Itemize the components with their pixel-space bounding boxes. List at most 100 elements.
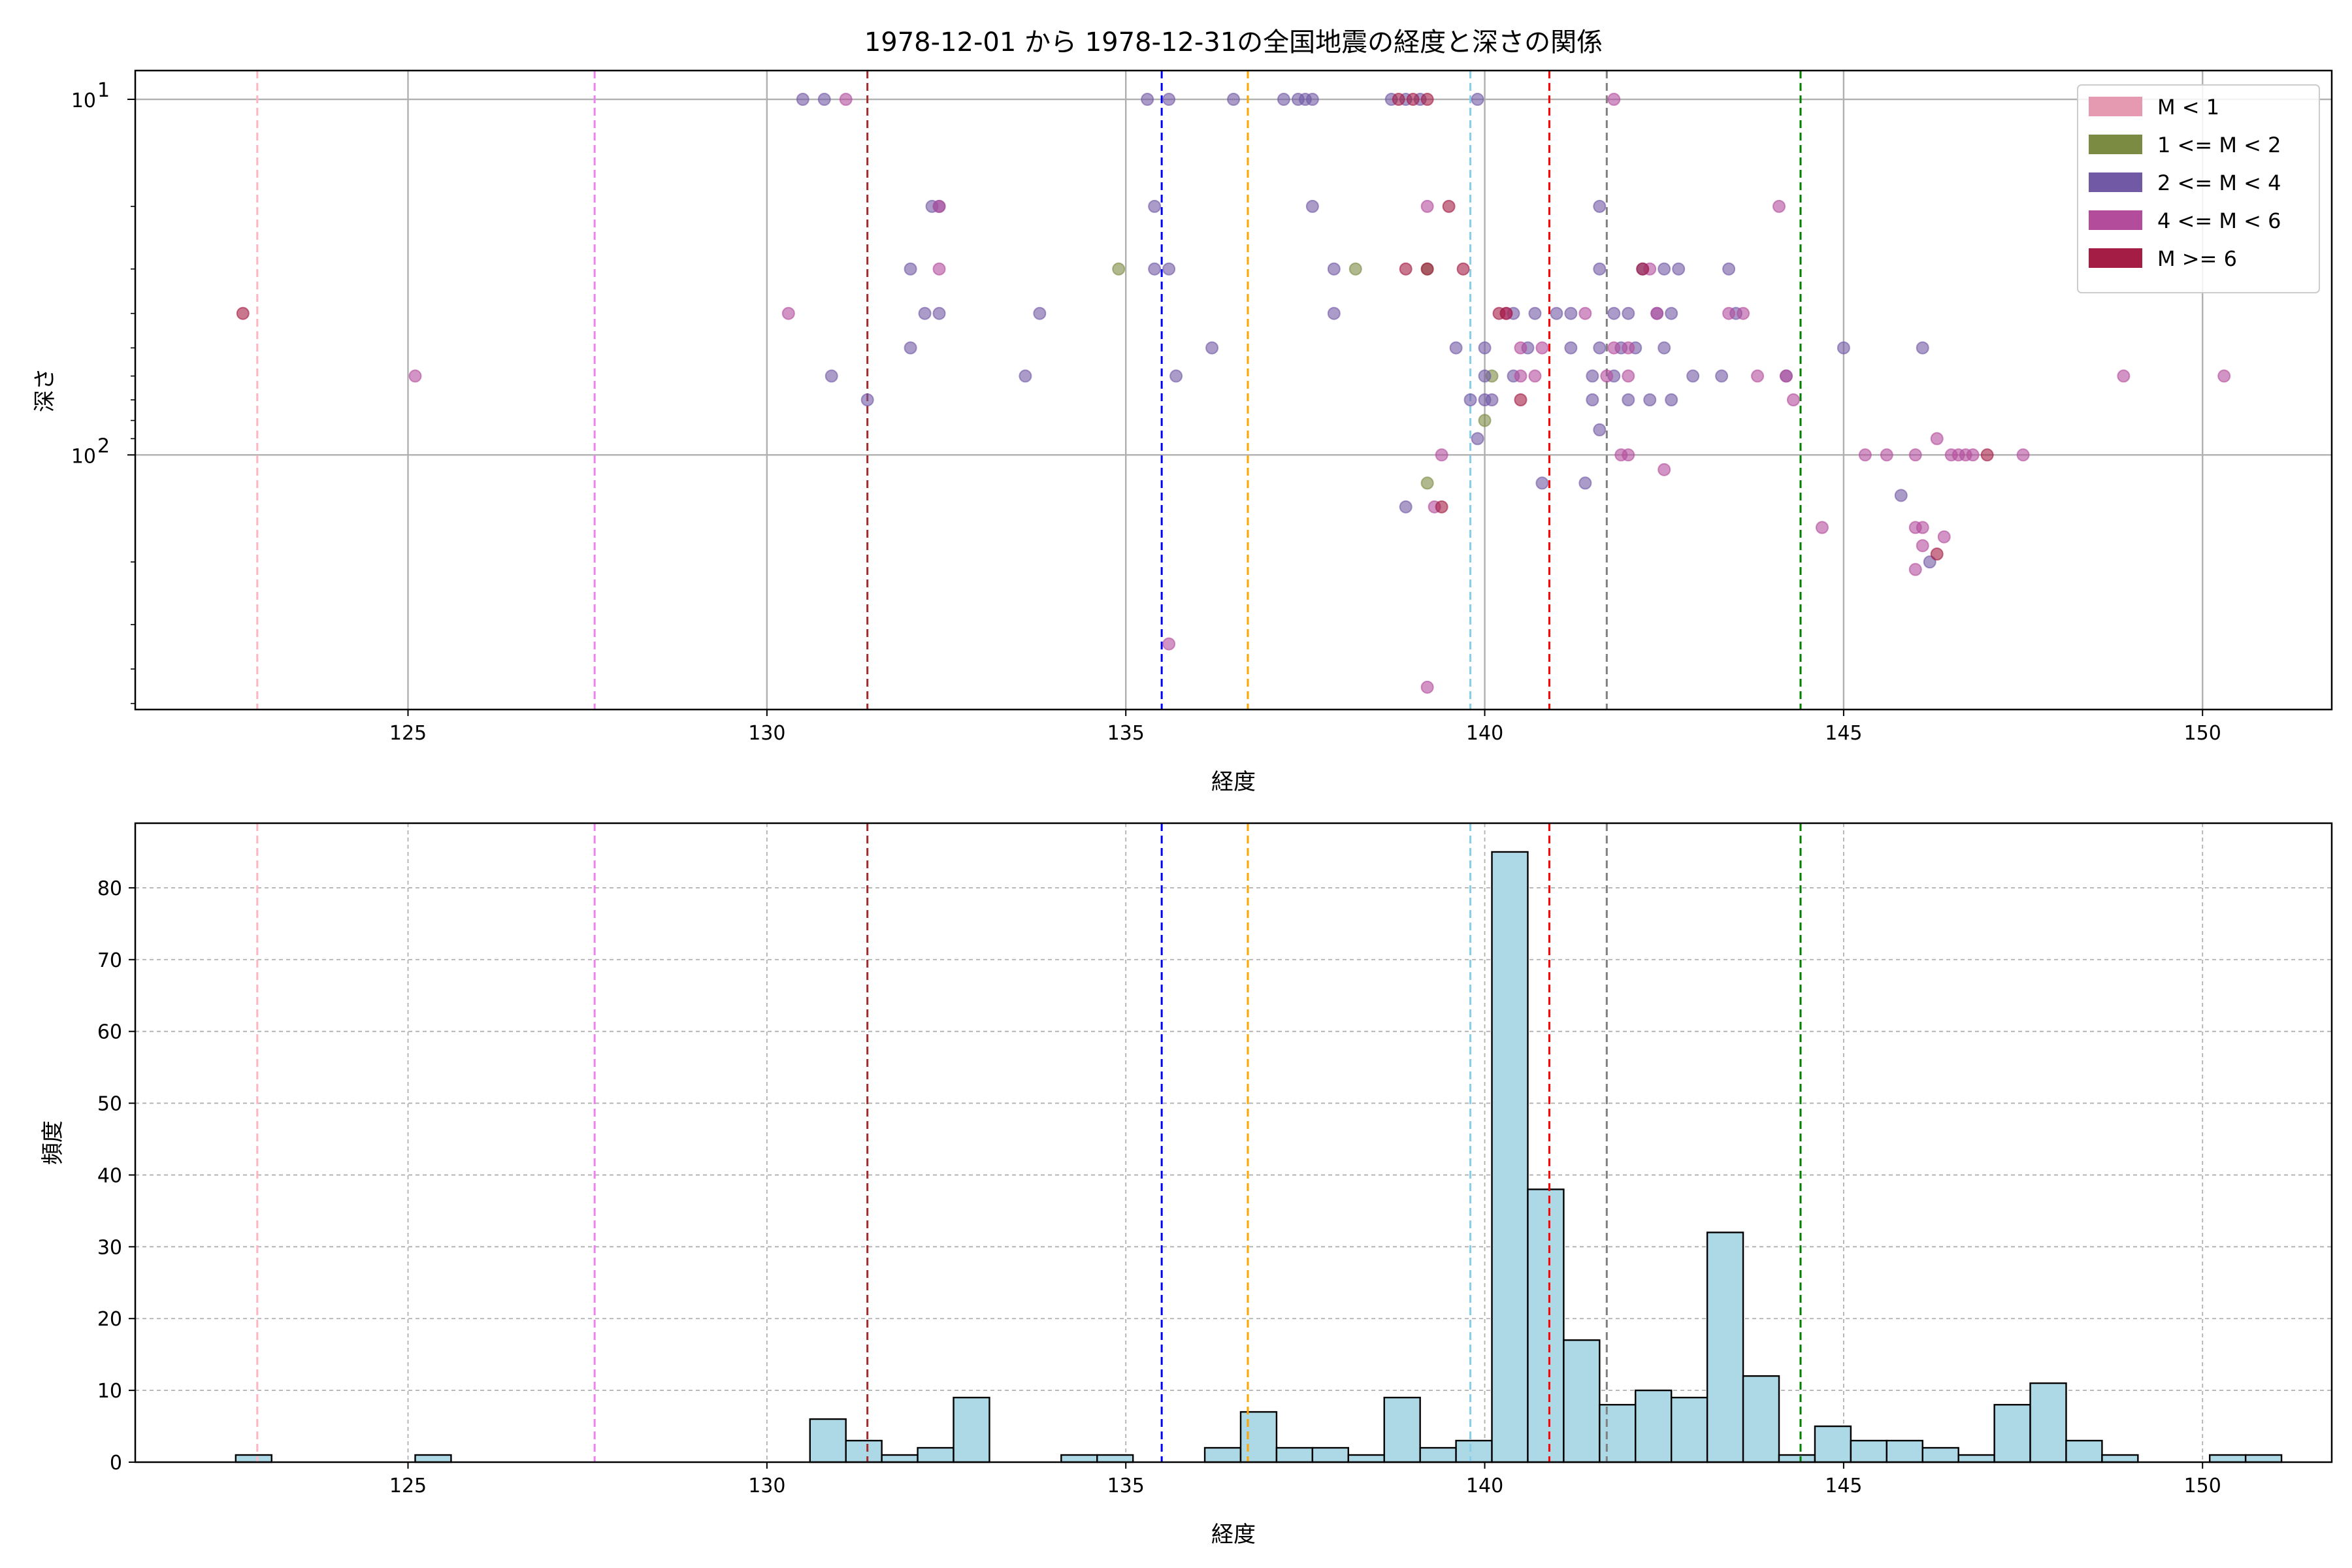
scatter-point [1636, 262, 1650, 276]
histogram-y-tick-label: 80 [97, 877, 122, 900]
legend-label: 1 <= M < 2 [2157, 133, 2281, 157]
scatter-point [1442, 199, 1456, 213]
scatter-y-tick-label: 10 [71, 445, 96, 468]
histogram-bar [2101, 1454, 2139, 1463]
scatter-point [1593, 423, 1607, 436]
scatter-point [1658, 341, 1671, 355]
scatter-frame [134, 69, 2333, 711]
scatter-point [1980, 448, 1994, 462]
scatter-point [1528, 369, 1542, 383]
scatter-point [1499, 306, 1513, 320]
histogram-bar [1311, 1446, 1349, 1463]
scatter-panel: 1978-12-01 から 1978-12-31の全国地震の経度と深さの関係 1… [32, 27, 2333, 795]
scatter-point [1148, 199, 1162, 213]
scatter-point [904, 262, 917, 276]
histogram-bar [1635, 1389, 1673, 1463]
scatter-y-tick-exponent: 1 [97, 79, 110, 102]
histogram-bar [1347, 1454, 1385, 1463]
histogram-y-tick-label: 30 [97, 1236, 122, 1259]
histogram-bar [1742, 1375, 1780, 1463]
histogram-x-tick-label: 145 [1825, 1475, 1862, 1497]
legend-swatch [2089, 210, 2142, 230]
histogram-y-tick-label: 20 [97, 1308, 122, 1331]
scatter-point [408, 369, 422, 383]
scatter-point [1737, 306, 1750, 320]
scatter-point [1894, 489, 1908, 502]
histogram-bar [1706, 1232, 1744, 1463]
scatter-point [1586, 369, 1599, 383]
scatter-point [1908, 448, 1922, 462]
scatter-point [860, 393, 874, 406]
scatter-point [932, 306, 946, 320]
scatter-point [1722, 306, 1736, 320]
scatter-point [1463, 393, 1477, 406]
histogram-bar [881, 1454, 919, 1463]
scatter-point [1456, 262, 1470, 276]
scatter-point [1471, 432, 1484, 446]
legend-swatch [2089, 97, 2142, 116]
scatter-point [1112, 262, 1126, 276]
legend-swatch [2089, 248, 2142, 268]
scatter-point [1607, 306, 1621, 320]
scatter-point [1665, 393, 1678, 406]
scatter-point [1162, 262, 1176, 276]
scatter-point [1930, 547, 1944, 561]
histogram-y-tick-label: 50 [97, 1093, 122, 1116]
scatter-point [918, 306, 932, 320]
legend-swatch [2089, 172, 2142, 192]
histogram-bar [1850, 1439, 1888, 1463]
scatter-point [1535, 476, 1549, 490]
scatter-point [1772, 199, 1786, 213]
scatter-point [1622, 448, 1635, 462]
scatter-point [1916, 539, 1929, 553]
histogram-y-tick-label: 40 [97, 1164, 122, 1187]
scatter-point [1715, 369, 1729, 383]
scatter-point [932, 199, 946, 213]
scatter-point [1665, 306, 1678, 320]
scatter-point [1578, 476, 1592, 490]
histogram-y-tick-label: 70 [97, 949, 122, 972]
scatter-point [1672, 262, 1686, 276]
histogram-y-tick-label: 0 [110, 1452, 122, 1475]
histogram-bar [414, 1454, 452, 1463]
scatter-x-tick-label: 125 [389, 722, 427, 745]
histogram-bars [235, 851, 2283, 1463]
histogram-bar [1886, 1439, 1923, 1463]
scatter-point [1815, 521, 1829, 534]
scatter-x-tick-label: 140 [1466, 722, 1503, 745]
scatter-point [1722, 262, 1736, 276]
scatter-point [1205, 341, 1219, 355]
scatter-point [1420, 680, 1434, 694]
scatter-point [1650, 306, 1664, 320]
scatter-y-tick-label: 10 [71, 90, 96, 112]
histogram-bar [2209, 1454, 2247, 1463]
legend-label: 2 <= M < 4 [2157, 171, 2281, 195]
scatter-plot-area [135, 71, 2332, 710]
histogram-bar [1957, 1454, 1995, 1463]
histogram-x-label: 経度 [1211, 1522, 1256, 1548]
legend-label: M >= 6 [2157, 246, 2237, 271]
scatter-point [1593, 262, 1607, 276]
scatter-point [781, 306, 795, 320]
scatter-point [1420, 199, 1434, 213]
scatter-point [1305, 199, 1319, 213]
scatter-title: 1978-12-01 から 1978-12-31の全国地震の経度と深さの関係 [864, 27, 1603, 57]
scatter-point [1420, 262, 1434, 276]
histogram-bar [917, 1446, 955, 1463]
histogram-bar [1275, 1446, 1314, 1463]
histogram-bar [1814, 1425, 1852, 1463]
scatter-point [1622, 341, 1635, 355]
scatter-point [1514, 393, 1527, 406]
scatter-point [1686, 369, 1700, 383]
histogram-x-tick-label: 130 [748, 1475, 785, 1497]
scatter-point [1406, 93, 1420, 106]
scatter-point [1485, 393, 1499, 406]
scatter-point [1550, 306, 1563, 320]
histogram-bar [809, 1418, 847, 1463]
legend: M < 1 1 <= M < 2 2 <= M < 4 4 <= M < 6 M >= … [2077, 84, 2320, 293]
scatter-point [1327, 262, 1341, 276]
scatter-point [1514, 341, 1527, 355]
histogram-y-ticks: 0 10 20 30 40 50 60 70 80 [97, 877, 135, 1475]
histogram-frame [134, 822, 2333, 1463]
